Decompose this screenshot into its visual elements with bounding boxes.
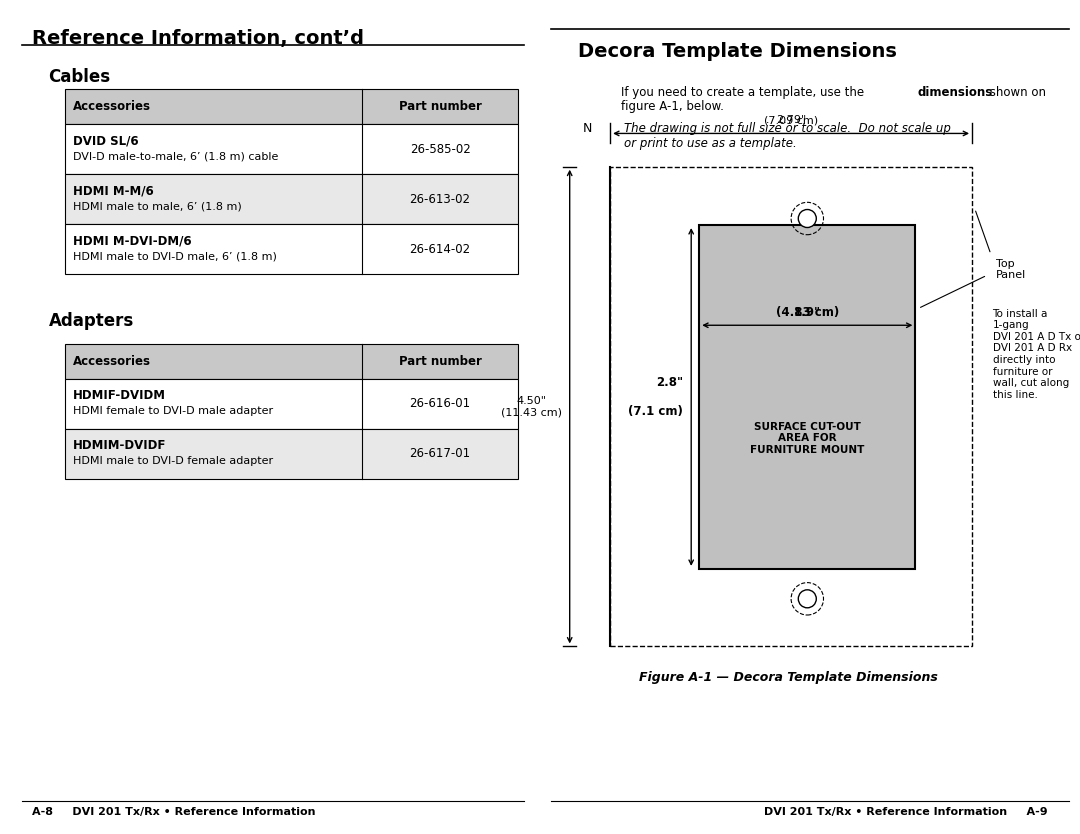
Text: Decora Template Dimensions: Decora Template Dimensions bbox=[578, 42, 896, 61]
Text: DVI 201 Tx/Rx • Reference Information     A-9: DVI 201 Tx/Rx • Reference Information A-… bbox=[764, 807, 1048, 817]
Text: (7.1 cm): (7.1 cm) bbox=[629, 405, 683, 419]
Text: HDMI M-DVI-DM/6: HDMI M-DVI-DM/6 bbox=[73, 234, 191, 248]
Text: (4.83 cm): (4.83 cm) bbox=[775, 290, 839, 319]
Text: HDMI female to DVI-D male adapter: HDMI female to DVI-D male adapter bbox=[73, 406, 273, 416]
Text: HDMIM-DVIDF: HDMIM-DVIDF bbox=[73, 439, 166, 452]
Text: DVID SL/6: DVID SL/6 bbox=[73, 134, 138, 148]
Text: The drawing is not full size or to scale.  Do not scale up
or print to use as a : The drawing is not full size or to scale… bbox=[624, 122, 950, 150]
Text: Cables: Cables bbox=[49, 68, 111, 87]
Bar bbox=[65, 344, 518, 379]
Text: HDMIF-DVIDM: HDMIF-DVIDM bbox=[73, 389, 166, 402]
Text: 26-585-02: 26-585-02 bbox=[409, 143, 471, 156]
Ellipse shape bbox=[798, 209, 816, 228]
Bar bbox=[610, 167, 972, 646]
Text: 26-613-02: 26-613-02 bbox=[409, 193, 471, 206]
Text: Figure A-1 — Decora Template Dimensions: Figure A-1 — Decora Template Dimensions bbox=[639, 671, 937, 684]
Text: SURFACE CUT-OUT
AREA FOR
FURNITURE MOUNT: SURFACE CUT-OUT AREA FOR FURNITURE MOUNT bbox=[751, 422, 864, 455]
Bar bbox=[700, 225, 916, 569]
Text: Reference Information, cont’d: Reference Information, cont’d bbox=[32, 29, 364, 48]
Bar bbox=[65, 429, 518, 479]
Text: Part number: Part number bbox=[399, 100, 482, 113]
Text: If you need to create a template, use the: If you need to create a template, use th… bbox=[621, 86, 868, 99]
Text: Accessories: Accessories bbox=[73, 354, 151, 368]
Text: Adapters: Adapters bbox=[49, 312, 134, 330]
Bar bbox=[65, 124, 518, 174]
Text: 2.79": 2.79" bbox=[775, 115, 807, 125]
Text: HDMI male to DVI-D female adapter: HDMI male to DVI-D female adapter bbox=[73, 456, 273, 466]
Text: 2.8": 2.8" bbox=[656, 375, 683, 389]
Text: N: N bbox=[583, 122, 593, 135]
Text: HDMI male to male, 6’ (1.8 m): HDMI male to male, 6’ (1.8 m) bbox=[73, 202, 242, 212]
Text: 1.9": 1.9" bbox=[794, 305, 821, 319]
Text: Top
Panel: Top Panel bbox=[996, 259, 1027, 280]
Text: dimensions: dimensions bbox=[918, 86, 993, 99]
Text: 26-617-01: 26-617-01 bbox=[409, 447, 471, 460]
Text: DVI-D male-to-male, 6’ (1.8 m) cable: DVI-D male-to-male, 6’ (1.8 m) cable bbox=[73, 152, 279, 162]
Text: A-8     DVI 201 Tx/Rx • Reference Information: A-8 DVI 201 Tx/Rx • Reference Informatio… bbox=[32, 807, 315, 817]
Text: Accessories: Accessories bbox=[73, 100, 151, 113]
Bar bbox=[65, 89, 518, 124]
Bar bbox=[65, 379, 518, 429]
Text: Part number: Part number bbox=[399, 354, 482, 368]
Text: figure A-1, below.: figure A-1, below. bbox=[621, 100, 724, 113]
Bar bbox=[65, 174, 518, 224]
Text: HDMI M-M/6: HDMI M-M/6 bbox=[73, 184, 153, 198]
Text: 26-614-02: 26-614-02 bbox=[409, 243, 471, 256]
Text: To install a
1-gang
DVI 201 A D Tx or
DVI 201 A D Rx
directly into
furniture or
: To install a 1-gang DVI 201 A D Tx or DV… bbox=[993, 309, 1080, 399]
Text: shown on: shown on bbox=[986, 86, 1047, 99]
Text: 4.50"
(11.43 cm): 4.50" (11.43 cm) bbox=[501, 396, 562, 417]
Text: 26-616-01: 26-616-01 bbox=[409, 397, 471, 410]
Text: HDMI male to DVI-D male, 6’ (1.8 m): HDMI male to DVI-D male, 6’ (1.8 m) bbox=[73, 252, 276, 262]
Ellipse shape bbox=[798, 590, 816, 608]
Text: (7.09 cm): (7.09 cm) bbox=[764, 103, 819, 125]
Bar bbox=[65, 224, 518, 274]
